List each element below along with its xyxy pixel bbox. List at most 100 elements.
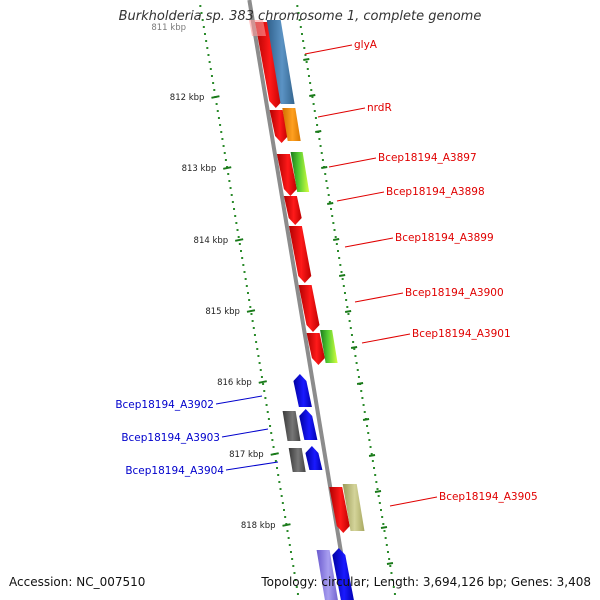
gc-dot-inner bbox=[209, 68, 212, 70]
gc-dot-outer bbox=[307, 75, 310, 77]
gc-dot-outer bbox=[383, 530, 386, 532]
gc-dot-inner bbox=[229, 187, 232, 189]
label-leader-line bbox=[317, 107, 366, 118]
gc-dot-inner bbox=[246, 292, 249, 294]
scale-tick-label-faded: 811 kbp bbox=[151, 23, 186, 33]
gc-dot-inner bbox=[263, 390, 266, 392]
label-leader-line bbox=[389, 496, 438, 507]
scale-tick bbox=[270, 452, 279, 456]
outer-tick bbox=[333, 238, 340, 241]
outer-tick bbox=[315, 130, 322, 133]
gc-dot-inner bbox=[264, 397, 267, 399]
gc-dot-inner bbox=[291, 558, 294, 560]
gc-dot-outer bbox=[314, 117, 317, 119]
gc-dot-inner bbox=[249, 306, 252, 308]
gc-content-dots bbox=[199, 5, 396, 595]
gc-dot-inner bbox=[257, 355, 260, 357]
gc-dot-outer bbox=[353, 348, 356, 350]
gene-label-reverse[interactable]: Bcep18194_A3903 bbox=[121, 432, 220, 444]
scale-tick-label: 816 kbp bbox=[217, 378, 252, 388]
gc-dot-outer bbox=[348, 320, 351, 322]
gene-label-reverse[interactable]: Bcep18194_A3904 bbox=[125, 465, 224, 477]
gene-A3904-arrow bbox=[305, 446, 323, 470]
gc-dot-outer bbox=[380, 509, 382, 511]
gc-dot-inner bbox=[236, 229, 239, 231]
scale-tick-label: 817 kbp bbox=[229, 450, 264, 460]
gene-A3901-red-arrow bbox=[306, 333, 325, 365]
outer-tick bbox=[368, 454, 376, 457]
gc-dot-inner bbox=[284, 516, 287, 518]
gc-dot-inner bbox=[216, 110, 219, 112]
gc-dot-outer bbox=[326, 187, 329, 189]
gene-label-forward[interactable]: Bcep18194_A3900 bbox=[405, 287, 504, 299]
gc-dot-outer bbox=[373, 467, 376, 469]
gc-dot-inner bbox=[202, 26, 205, 28]
gc-dot-outer bbox=[330, 208, 333, 210]
gene-label-forward[interactable]: Bcep18194_A3897 bbox=[378, 152, 477, 164]
gc-dot-outer bbox=[367, 432, 370, 434]
gc-dot-outer bbox=[297, 12, 300, 14]
gc-dot-inner bbox=[245, 285, 248, 287]
gene-A3897-block bbox=[290, 152, 310, 192]
genome-summary: Topology: circular; Length: 3,694,126 bp… bbox=[261, 575, 591, 589]
label-leader-line bbox=[344, 237, 394, 248]
outer-tick bbox=[344, 310, 352, 313]
gc-dot-inner bbox=[283, 509, 285, 511]
gene-label-reverse[interactable]: Bcep18194_A3902 bbox=[115, 399, 214, 411]
scale-tick bbox=[223, 166, 232, 170]
outer-tick bbox=[309, 94, 316, 97]
gc-dot-inner bbox=[267, 418, 270, 420]
gc-dot-outer bbox=[312, 103, 315, 105]
label-leader-line bbox=[304, 44, 353, 55]
outer-tick bbox=[321, 166, 328, 169]
gc-dot-inner bbox=[272, 446, 275, 448]
gc-dot-inner bbox=[294, 579, 297, 581]
gc-dot-outer bbox=[302, 40, 305, 42]
gene-label-forward[interactable]: nrdR bbox=[367, 102, 392, 114]
gc-dot-outer bbox=[325, 180, 328, 182]
gene-A3904-grey-block bbox=[288, 448, 306, 472]
gc-dot-outer bbox=[392, 586, 395, 588]
gc-dot-outer bbox=[316, 124, 319, 126]
gc-dot-outer bbox=[356, 369, 359, 371]
gc-dot-outer bbox=[340, 271, 343, 273]
gc-dot-inner bbox=[217, 117, 220, 119]
scale-tick bbox=[282, 523, 291, 527]
gene-label-forward[interactable]: Bcep18194_A3899 bbox=[395, 232, 494, 244]
gc-dot-outer bbox=[355, 362, 358, 364]
gc-dot-outer bbox=[306, 68, 309, 70]
gc-dot-outer bbox=[311, 96, 314, 98]
gc-dot-outer bbox=[346, 306, 349, 308]
gc-dot-outer bbox=[390, 572, 393, 574]
gc-dot-inner bbox=[260, 376, 263, 378]
gc-dot-inner bbox=[252, 327, 255, 329]
gene-faded-top bbox=[249, 20, 266, 36]
gc-dot-inner bbox=[222, 145, 225, 147]
label-leader-line bbox=[336, 191, 385, 202]
gc-dot-outer bbox=[334, 236, 337, 238]
gene-label-forward[interactable]: glyA bbox=[354, 39, 378, 51]
gc-dot-outer bbox=[370, 453, 373, 455]
gene-label-forward[interactable]: Bcep18194_A3905 bbox=[439, 491, 538, 503]
outer-tick bbox=[362, 418, 370, 421]
gc-dot-outer bbox=[388, 558, 391, 560]
accession-label: Accession: NC_007510 bbox=[9, 575, 146, 589]
gene-label-forward[interactable]: Bcep18194_A3898 bbox=[386, 186, 485, 198]
gc-dot-outer bbox=[345, 299, 348, 301]
scale-tick bbox=[246, 309, 256, 313]
gc-dot-inner bbox=[293, 572, 296, 574]
gene-nrdR-red-arrow bbox=[269, 110, 289, 143]
label-leader-line bbox=[225, 461, 279, 471]
gc-dot-inner bbox=[248, 299, 251, 301]
outer-tick bbox=[327, 202, 334, 205]
gene-label-forward[interactable]: Bcep18194_A3901 bbox=[412, 328, 511, 340]
gc-dot-inner bbox=[271, 439, 274, 441]
gc-dot-outer bbox=[319, 145, 322, 147]
gc-dot-inner bbox=[258, 362, 261, 364]
gc-dot-outer bbox=[349, 327, 352, 329]
gc-dot-outer bbox=[369, 446, 372, 448]
gc-dot-inner bbox=[277, 474, 280, 476]
gc-dot-outer bbox=[339, 264, 342, 266]
gc-dot-inner bbox=[233, 208, 236, 210]
gc-dot-inner bbox=[244, 278, 247, 280]
